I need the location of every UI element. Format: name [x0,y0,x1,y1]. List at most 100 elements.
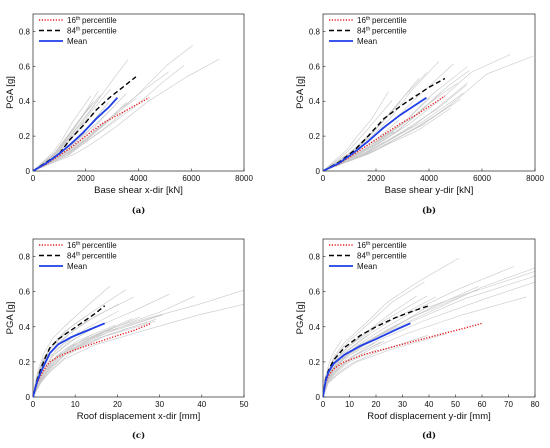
record-curve [323,271,535,397]
x-tick-label: 60 [478,400,487,409]
background-curves [323,54,534,171]
x-tick-label: 40 [425,400,434,409]
x-tick-label: 40 [197,400,206,409]
record-curve [33,95,101,171]
record-curve [323,91,389,171]
legend-superscript: th [76,241,81,247]
legend-suffix: percentile [372,241,407,250]
record-curve [323,92,441,171]
x-tick-label: 8000 [235,174,253,183]
y-tick-label: 0.6 [309,62,321,71]
x-tick-label: 0 [31,400,36,409]
y-tick-label: 0 [26,393,31,402]
x-tick-label: 8000 [526,174,544,183]
record-curve [33,321,148,397]
record-curve [33,109,128,171]
legend-label-p84: 84th percentile [357,252,407,261]
legend-suffix: percentile [82,241,117,250]
x-tick-label: 2000 [77,174,95,183]
legend-suffix: percentile [372,27,407,36]
x-tick-label: 80 [531,400,540,409]
y-axis-label: PGA [g] [295,76,306,109]
background-curves [323,257,535,397]
record-curve [323,63,454,171]
series-mean [33,322,106,397]
x-tick-label: 10 [71,400,80,409]
legend-label-mean: Mean [67,262,87,271]
y-tick-label: 0.8 [19,253,31,262]
legend-superscript: th [366,241,371,247]
legend-suffix: percentile [82,252,117,261]
x-axis-label: Roof displacement y-dir [mm] [367,411,491,422]
y-tick-label: 0.8 [309,253,321,262]
record-curve [33,104,91,171]
record-curve [323,267,535,397]
legend-label-p16: 16th percentile [67,16,117,25]
record-curve [323,72,427,171]
legend-suffix: percentile [82,16,117,25]
record-curve [323,333,447,397]
record-curve [323,66,468,171]
legend-suffix: percentile [82,27,117,36]
record-curve [33,289,244,397]
y-tick-label: 0.6 [309,288,321,297]
x-tick-label: 0 [321,174,326,183]
x-axis-label: Roof displacement x-dir [mm] [77,411,201,422]
y-tick-label: 0.4 [309,97,321,106]
series-p16 [323,322,483,397]
series-p16 [323,95,446,171]
y-axis-label: PGA [g] [295,302,306,335]
axes-box [322,13,536,172]
y-tick-label: 0.8 [309,27,321,36]
y-tick-label: 0.4 [19,323,31,332]
series-p16 [33,322,152,397]
legend-suffix: percentile [372,16,407,25]
series-mean [323,322,411,397]
panel-caption: (c) [132,430,145,441]
legend-suffix: percentile [372,252,407,261]
legend-number: 84 [357,27,366,36]
x-tick-label: 0 [31,174,36,183]
record-curve [33,289,126,397]
y-tick-label: 0.4 [19,97,31,106]
x-tick-label: 6000 [473,174,491,183]
legend-label-p84: 84th percentile [67,252,117,261]
y-tick-label: 0.6 [19,62,31,71]
y-tick-label: 0.2 [19,358,31,367]
legend-superscript: th [76,16,81,22]
chart-panel-3: 0 10 20 30 40 50 60 70 80 0 0.2 0.4 0.6 0.8 Roof displ… [295,238,540,441]
y-tick-label: 0.6 [19,288,31,297]
y-tick-label: 0.2 [19,132,31,141]
record-curve [33,285,111,397]
axes-box [322,238,536,398]
legend-label-mean: Mean [357,37,377,46]
legend-label-p16: 16th percentile [357,241,407,250]
legend-number: 16 [357,241,366,250]
x-axis-label: Base shear x-dir [kN] [94,185,183,196]
legend-superscript: th [76,27,81,33]
x-tick-label: 6000 [182,174,200,183]
y-tick-label: 0 [26,167,31,176]
legend-label-mean: Mean [67,37,87,46]
series-p84 [33,305,106,397]
record-curve [323,104,454,171]
y-axis-label: PGA [g] [5,76,16,109]
legend-superscript: th [76,252,81,258]
y-tick-label: 0.8 [19,27,31,36]
x-tick-label: 4000 [130,174,148,183]
record-curve [33,105,91,171]
legend-superscript: th [366,252,371,258]
x-tick-label: 20 [372,400,381,409]
series-mean [323,96,427,171]
x-tick-label: 0 [321,400,326,409]
legend-label-p84: 84th percentile [67,27,117,36]
record-curve [323,335,428,397]
record-curve [323,54,511,171]
chart-panel-0: 0 2000 4000 6000 8000 0 0.2 0.4 0.6 0.8 Base shear… [5,13,253,216]
legend-number: 16 [67,16,76,25]
legend-number: 84 [357,252,366,261]
y-tick-label: 0 [316,167,321,176]
panel-caption: (b) [422,205,436,216]
legend-label-p16: 16th percentile [67,241,117,250]
